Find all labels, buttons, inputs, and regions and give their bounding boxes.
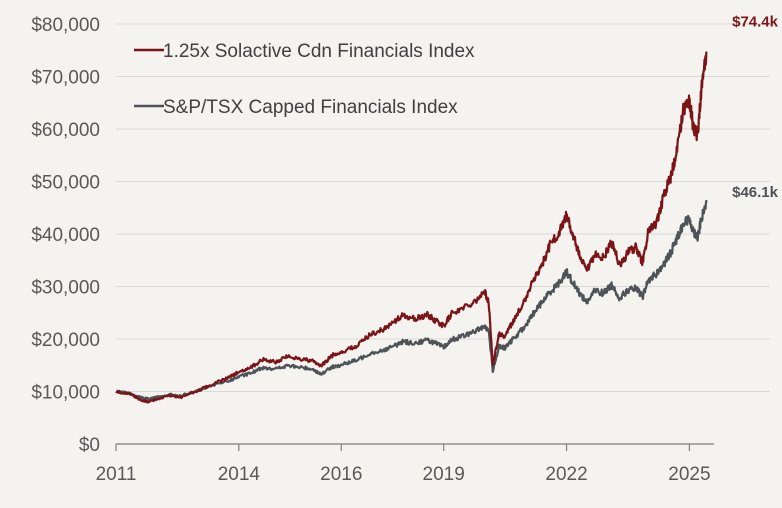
y-tick-label: $50,000: [31, 173, 100, 194]
y-tick-label: $70,000: [31, 68, 100, 89]
y-tick-label: $40,000: [31, 225, 100, 246]
x-tick-label: 2022: [545, 464, 587, 485]
x-tick-label: 2014: [218, 464, 261, 485]
y-tick-label: $0: [79, 435, 100, 456]
end-labels: $74.4k $46.1k: [732, 13, 779, 201]
y-tick-label: $20,000: [31, 330, 100, 351]
end-value-label: $46.1k: [732, 184, 779, 201]
x-tick-label: 2016: [320, 464, 362, 485]
axes: $0 $10,000 $20,000 $30,000 $40,000 $50,000 $60…: [31, 15, 714, 485]
series-lines: [115, 51, 708, 404]
x-tick-label: 2019: [423, 464, 465, 485]
x-tick-label: 2025: [668, 464, 710, 485]
y-tick-label: $60,000: [31, 120, 100, 141]
gridlines: [116, 23, 770, 392]
y-tick-label: $10,000: [31, 383, 100, 404]
series-line: [115, 199, 708, 401]
x-tick-label: 2011: [96, 464, 137, 485]
legend-label: 1.25x Solactive Cdn Financials Index: [163, 41, 475, 62]
end-value-label: $74.4k: [732, 13, 779, 30]
legend: 1.25x Solactive Cdn Financials Index S&P/…: [134, 41, 475, 118]
y-tick-label: $30,000: [31, 278, 100, 299]
y-tick-label: $80,000: [31, 15, 100, 36]
series-line: [115, 51, 708, 404]
legend-label: S&P/TSX Capped Financials Index: [163, 97, 458, 118]
